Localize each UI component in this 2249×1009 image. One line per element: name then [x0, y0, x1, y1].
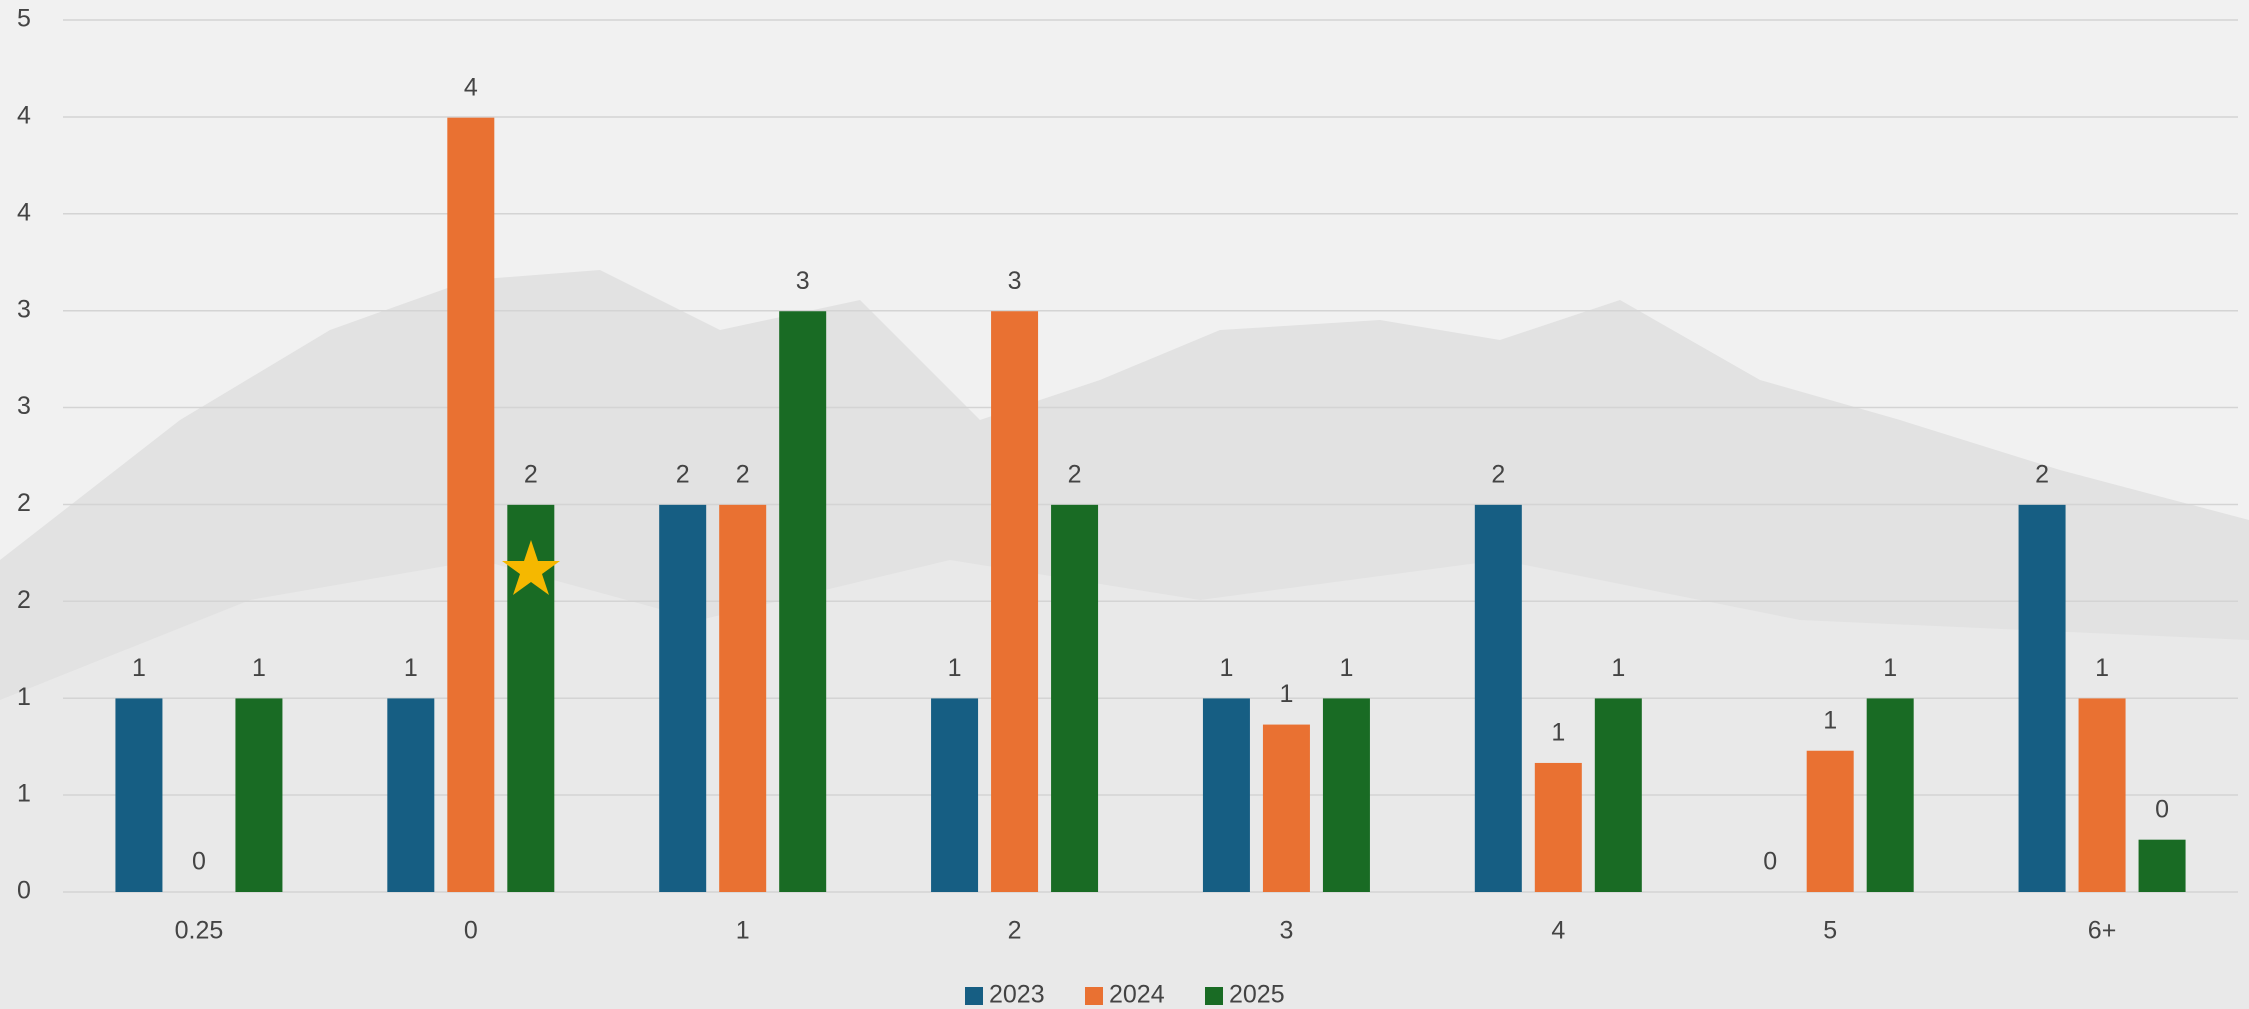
- data-label: 0: [1763, 848, 1777, 876]
- bar: [1051, 504, 1099, 892]
- data-label: 2: [676, 460, 690, 488]
- bar: [387, 698, 435, 892]
- bar: [1474, 504, 1522, 892]
- y-tick-label: 4: [17, 198, 31, 226]
- data-label: 1: [1823, 706, 1837, 734]
- legend-swatch: [1205, 987, 1223, 1005]
- data-label: 4: [464, 73, 478, 101]
- y-tick-label: 2: [17, 586, 31, 614]
- y-tick-label: 2: [17, 489, 31, 517]
- bar: [931, 698, 979, 892]
- x-tick-label: 5: [1823, 917, 1837, 945]
- x-tick-label: 2: [1008, 917, 1022, 945]
- legend-label: 2025: [1229, 981, 1285, 1009]
- data-label: 1: [1611, 654, 1625, 682]
- bar: [659, 504, 707, 892]
- legend-label: 2023: [989, 981, 1045, 1009]
- data-label: 1: [2095, 654, 2109, 682]
- star-marker: [502, 540, 560, 595]
- mountain-foreground: [0, 560, 2249, 1009]
- x-tick-label: 6+: [2088, 917, 2117, 945]
- x-tick-label: 1: [736, 917, 750, 945]
- data-label: 2: [736, 460, 750, 488]
- bar: [1866, 698, 1914, 892]
- x-tick-label: 4: [1551, 917, 1565, 945]
- data-label: 1: [1219, 654, 1233, 682]
- data-label: 2: [1068, 460, 1082, 488]
- y-tick-label: 3: [17, 392, 31, 420]
- bar: [1806, 750, 1854, 892]
- bar: [115, 698, 163, 892]
- x-tick-label: 0.25: [175, 917, 224, 945]
- y-tick-label: 0: [17, 877, 31, 905]
- bar: [1262, 724, 1310, 892]
- bar: [1202, 698, 1250, 892]
- data-label: 2: [524, 460, 538, 488]
- data-label: 1: [404, 654, 418, 682]
- y-tick-label: 1: [17, 780, 31, 808]
- data-label: 2: [1491, 460, 1505, 488]
- data-label: 1: [1883, 654, 1897, 682]
- bar: [1322, 698, 1370, 892]
- data-label: 1: [1339, 654, 1353, 682]
- bar: [235, 698, 283, 892]
- data-label: 0: [2155, 795, 2169, 823]
- y-tick-label: 5: [17, 5, 31, 33]
- bar: [719, 504, 767, 892]
- data-label: 1: [948, 654, 962, 682]
- data-label: 1: [1551, 719, 1565, 747]
- data-label: 3: [796, 267, 810, 295]
- y-tick-label: 3: [17, 295, 31, 323]
- bar: [1594, 698, 1642, 892]
- data-label: 1: [1279, 680, 1293, 708]
- x-tick-label: 3: [1279, 917, 1293, 945]
- bar: [779, 311, 827, 892]
- bar: [991, 311, 1039, 892]
- data-label: 0: [192, 848, 206, 876]
- legend-swatch: [1085, 987, 1103, 1005]
- legend-label: 2024: [1109, 981, 1165, 1009]
- bar: [2078, 698, 2126, 892]
- data-label: 1: [252, 654, 266, 682]
- bar: [2018, 504, 2066, 892]
- legend-swatch: [965, 987, 983, 1005]
- y-tick-label: 4: [17, 102, 31, 130]
- bar: [1534, 762, 1582, 892]
- data-label: 1: [132, 654, 146, 682]
- data-label: 3: [1008, 267, 1022, 295]
- x-tick-label: 0: [464, 917, 478, 945]
- bar: [2138, 839, 2186, 892]
- bar: [447, 117, 495, 892]
- data-label: 2: [2035, 460, 2049, 488]
- y-tick-label: 1: [17, 683, 31, 711]
